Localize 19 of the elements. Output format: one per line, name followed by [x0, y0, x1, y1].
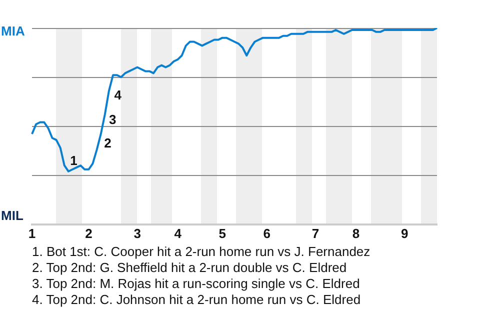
x-tick-label: 8 — [352, 226, 360, 241]
text: MIA — [1, 24, 26, 39]
x-tick-label: 7 — [312, 226, 320, 241]
x-tick-label: 4 — [174, 226, 182, 241]
x-tick-label: 3 — [134, 226, 141, 241]
text: 4. Top 2nd: C. Johnson hit a 2-run home run vs C. Eldred — [32, 292, 362, 308]
x-tick-label: 9 — [400, 226, 408, 241]
annotation: 4 — [114, 87, 122, 102]
text: MIL — [1, 208, 24, 223]
x-tick-label: 6 — [263, 226, 271, 241]
text: 2. Top 2nd: G. Sheffield hit a 2-run double vs C. Eldred — [32, 260, 348, 276]
annotation: 2 — [104, 135, 112, 150]
text: 3. Top 2nd: M. Rojas hit a run-scoring single vs C. Eldred — [32, 276, 361, 292]
annotation: 3 — [108, 112, 116, 127]
x-tick-label: 1 — [28, 226, 36, 241]
text: 1. Bot 1st: C. Cooper hit a 2-run home run vs J. Fernandez — [32, 244, 372, 260]
x-tick-label: 2 — [85, 226, 92, 241]
annotation: 1 — [70, 153, 78, 168]
x-tick-label: 5 — [218, 226, 226, 241]
